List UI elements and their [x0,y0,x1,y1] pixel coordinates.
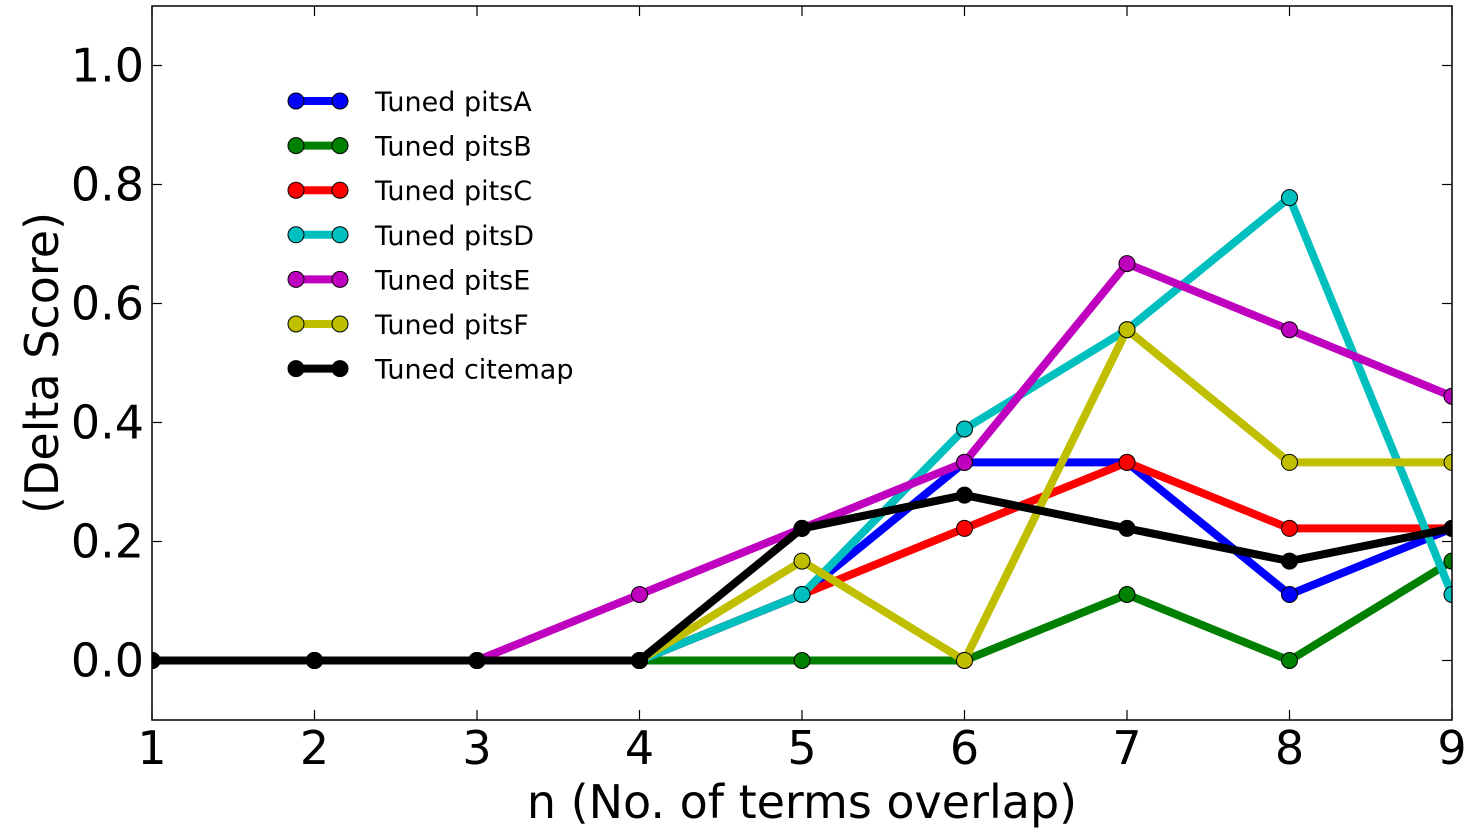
legend-marker-tuned-pitsc [331,181,349,199]
legend-label-tuned-pitsf: Tuned pitsF [374,310,529,341]
data-point-tuned-citemap-3 [468,652,486,669]
y-tick-label: 0.8 [71,158,144,212]
data-point-tuned-citemap-6 [956,486,973,504]
legend: Tuned pitsA Tuned pitsB Tuned pitsC Tuned p… [287,87,573,386]
y-tick-label: 0.6 [71,277,144,331]
x-axis-ticks: 1 2 3 4 5 6 7 8 9 [137,6,1466,775]
data-point-tuned-pitsb-7 [1118,586,1136,603]
legend-label-tuned-citemap: Tuned citemap [374,355,573,386]
legend-marker-tuned-pitse [331,270,349,288]
data-point-tuned-pitsd-5 [793,586,811,603]
data-point-tuned-citemap-9 [1443,519,1452,537]
data-point-tuned-pitsb-9 [1443,552,1452,570]
series-line-tuned-pitsf [152,325,1452,665]
legend-marker-tuned-pitsc [287,181,305,199]
legend-marker-tuned-pitsa [331,92,349,110]
data-point-tuned-pitsa-8 [1281,586,1298,603]
x-tick-label: 2 [300,721,329,775]
x-tick-label: 8 [1275,721,1304,775]
legend-marker-tuned-pitsb [331,137,349,155]
x-tick-label: 6 [950,721,979,775]
x-tick-label: 3 [462,721,491,775]
plot-frame [151,5,1453,721]
legend-marker-tuned-pitsd [331,226,349,244]
data-point-tuned-citemap-7 [1118,519,1136,537]
data-point-tuned-pitsf-9 [1443,453,1452,471]
legend-label-tuned-pitsd: Tuned pitsD [374,221,534,252]
y-axis-ticks: 0.0 0.2 0.4 0.6 0.8 1.0 [71,39,1452,688]
data-point-tuned-pitsc-7 [1118,453,1136,471]
data-point-tuned-pitsb-5 [793,652,811,669]
data-point-tuned-pitse-7 [1118,255,1136,273]
x-tick-label: 1 [137,721,166,775]
y-axis-label: (Delta Score) [15,212,69,514]
series-line-tuned-pitsb [152,557,1452,665]
legend-marker-tuned-pitsf [287,315,305,333]
legend-marker-tuned-pitsd [287,226,305,244]
data-point-tuned-pitsd-9 [1443,586,1452,603]
data-point-tuned-pitsb-8 [1281,652,1298,669]
y-tick-label: 0.0 [71,634,144,688]
data-point-tuned-citemap-8 [1281,552,1298,570]
legend-label-tuned-pitse: Tuned pitsE [374,265,530,296]
data-point-tuned-citemap-4 [631,652,648,669]
legend-marker-tuned-pitse [287,270,305,288]
x-tick-label: 4 [625,721,654,775]
y-tick-label: 0.4 [71,396,144,450]
data-point-tuned-citemap-2 [306,652,323,669]
data-point-tuned-pitsf-5 [793,552,811,570]
y-tick-label: 1.0 [71,39,144,93]
data-point-tuned-pitse-9 [1443,387,1452,405]
data-point-tuned-pitsc-8 [1281,519,1298,537]
legend-label-tuned-pitsb: Tuned pitsB [374,132,532,163]
legend-label-tuned-pitsc: Tuned pitsC [374,176,532,207]
data-point-tuned-pitsd-8 [1281,189,1298,207]
x-tick-label: 5 [787,721,816,775]
x-tick-label: 9 [1437,721,1466,775]
legend-label-tuned-pitsa: Tuned pitsA [374,87,532,118]
data-point-tuned-pitsf-8 [1281,453,1298,471]
plot-series-group [152,189,1452,669]
data-point-tuned-pitse-4 [631,586,648,603]
legend-marker-tuned-citemap [331,360,349,378]
data-point-tuned-pitse-8 [1281,321,1298,339]
x-tick-label: 7 [1112,721,1141,775]
data-point-tuned-pitsf-7 [1118,321,1136,339]
legend-marker-tuned-pitsa [287,92,305,110]
data-point-tuned-citemap-5 [793,519,811,537]
x-axis-label: n (No. of terms overlap) [527,775,1077,829]
data-point-tuned-pitsc-6 [956,519,973,537]
data-point-tuned-pitse-6 [956,453,973,471]
legend-marker-tuned-citemap [287,360,305,378]
legend-marker-tuned-pitsb [287,137,305,155]
data-point-tuned-pitsf-6 [956,652,973,669]
legend-marker-tuned-pitsf [331,315,349,333]
y-tick-label: 0.2 [71,515,144,569]
data-point-tuned-pitsd-6 [956,420,973,438]
